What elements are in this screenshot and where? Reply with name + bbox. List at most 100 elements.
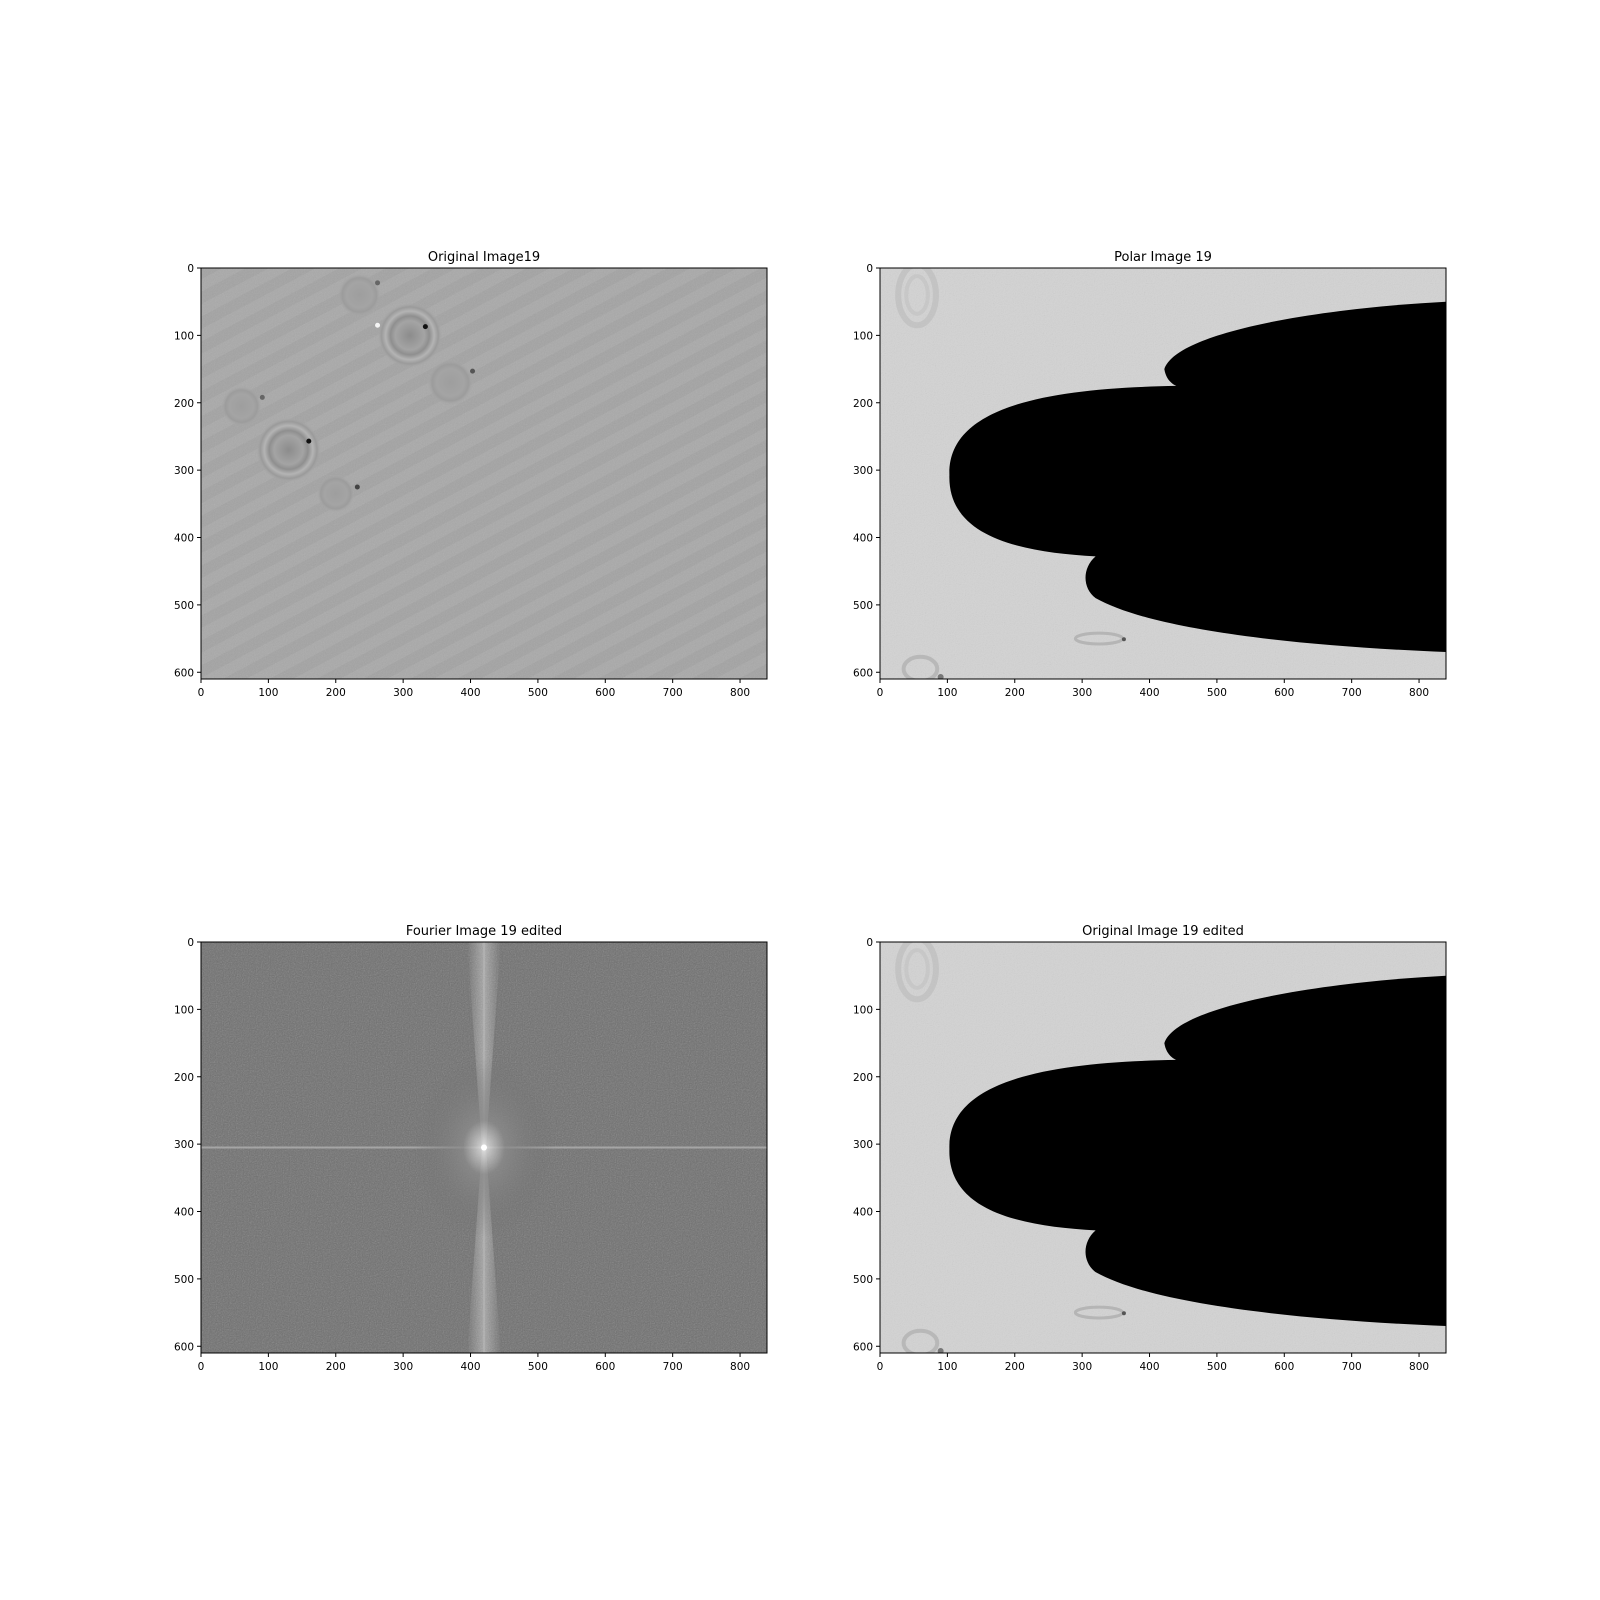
x-tick-label: 400 xyxy=(1140,687,1160,699)
panel-1: Original Image19 0 100 200 300 400 500 600 700 80… xyxy=(174,250,768,699)
particle-dot xyxy=(470,368,476,374)
x-tick-label: 100 xyxy=(258,687,278,699)
y-tick-label: 300 xyxy=(853,465,873,477)
x-tick-label: 0 xyxy=(198,687,205,699)
y-tick-label: 400 xyxy=(174,533,194,545)
x-tick-label: 700 xyxy=(1342,687,1362,699)
panel-title: Original Image19 xyxy=(428,250,540,265)
diffraction-ring xyxy=(256,417,321,483)
axes-frame xyxy=(879,267,1447,680)
y-tick-label: 400 xyxy=(853,533,873,545)
y-tick-label: 500 xyxy=(853,600,873,612)
y-tick-label: 600 xyxy=(174,667,194,679)
panel-2: Polar Image 19 0 100 200 300 400 500 600 700 800 0… xyxy=(853,250,1447,699)
y-tick-label: 200 xyxy=(853,1072,873,1084)
faint-ring xyxy=(904,274,930,316)
dc-peak xyxy=(481,1144,487,1151)
x-tick-label: 700 xyxy=(1342,1361,1362,1373)
x-tick-label: 300 xyxy=(1072,687,1092,699)
x-tick-label: 500 xyxy=(528,687,548,699)
particle-dot xyxy=(422,324,428,330)
y-tick-label: 300 xyxy=(853,1139,873,1151)
particle-dot xyxy=(1121,637,1126,642)
y-tick-label: 500 xyxy=(853,1274,873,1286)
x-tick-label: 600 xyxy=(1274,687,1294,699)
faint-ring xyxy=(895,942,939,1003)
y-tick-label: 500 xyxy=(174,600,194,612)
panel-image xyxy=(880,268,1446,679)
y-tick-label: 0 xyxy=(866,937,873,949)
x-tick-label: 0 xyxy=(877,1361,884,1373)
x-tick-label: 800 xyxy=(730,687,750,699)
diffraction-ring xyxy=(427,359,474,406)
x-tick-label: 800 xyxy=(730,1361,750,1373)
x-tick-label: 100 xyxy=(258,1361,278,1373)
x-tick-label: 200 xyxy=(326,687,346,699)
x-tick-label: 200 xyxy=(1005,1361,1025,1373)
y-tick-label: 200 xyxy=(174,398,194,410)
x-tick-label: 800 xyxy=(1409,1361,1429,1373)
particle-dot xyxy=(375,280,381,286)
panel-image xyxy=(201,268,767,679)
y-tick-label: 600 xyxy=(853,1341,873,1353)
x-tick-label: 700 xyxy=(663,687,683,699)
x-tick-label: 300 xyxy=(393,1361,413,1373)
axes-frame xyxy=(200,941,768,1354)
particle-dot xyxy=(354,484,360,490)
x-tick-label: 500 xyxy=(1207,1361,1227,1373)
x-tick-label: 600 xyxy=(1274,1361,1294,1373)
y-tick-label: 100 xyxy=(853,1004,873,1016)
panel-4: Original Image 19 edited 0 100 200 300 400 500… xyxy=(853,924,1447,1373)
y-tick-label: 100 xyxy=(853,330,873,342)
x-tick-label: 800 xyxy=(1409,687,1429,699)
y-tick-label: 100 xyxy=(174,330,194,342)
black-mask-region xyxy=(949,975,1446,1327)
faint-ring xyxy=(904,948,930,990)
particle-dot xyxy=(937,673,944,679)
panel-title: Original Image 19 edited xyxy=(1082,924,1244,939)
x-tick-label: 400 xyxy=(461,687,481,699)
y-tick-label: 400 xyxy=(174,1207,194,1219)
x-tick-label: 700 xyxy=(663,1361,683,1373)
y-tick-label: 200 xyxy=(174,1072,194,1084)
panel-title: Fourier Image 19 edited xyxy=(406,924,562,939)
x-tick-label: 400 xyxy=(461,1361,481,1373)
diffraction-ring xyxy=(377,303,443,368)
particle-dot xyxy=(937,1347,944,1353)
y-tick-label: 500 xyxy=(174,1274,194,1286)
x-tick-label: 600 xyxy=(595,1361,615,1373)
y-tick-label: 400 xyxy=(853,1207,873,1219)
particle-dot xyxy=(306,438,312,444)
diffraction-ring xyxy=(337,273,381,317)
particle-dot xyxy=(375,322,381,328)
y-tick-label: 100 xyxy=(174,1004,194,1016)
diffraction-ring xyxy=(316,474,355,513)
panel-title: Polar Image 19 xyxy=(1114,250,1212,265)
x-tick-label: 200 xyxy=(326,1361,346,1373)
black-mask-region xyxy=(949,301,1446,653)
x-tick-label: 500 xyxy=(1207,687,1227,699)
y-tick-label: 600 xyxy=(174,1341,194,1353)
y-tick-label: 300 xyxy=(174,1139,194,1151)
x-tick-label: 300 xyxy=(393,687,413,699)
x-tick-label: 500 xyxy=(528,1361,548,1373)
x-tick-label: 100 xyxy=(937,1361,957,1373)
x-tick-label: 300 xyxy=(1072,1361,1092,1373)
x-tick-label: 100 xyxy=(937,687,957,699)
panel-image xyxy=(880,942,1446,1353)
y-tick-label: 0 xyxy=(187,263,194,275)
x-tick-label: 400 xyxy=(1140,1361,1160,1373)
x-tick-label: 200 xyxy=(1005,687,1025,699)
x-tick-label: 0 xyxy=(198,1361,205,1373)
particle-dot xyxy=(1121,1311,1126,1316)
y-tick-label: 600 xyxy=(853,667,873,679)
faint-ring xyxy=(895,268,939,329)
y-tick-label: 0 xyxy=(866,263,873,275)
y-tick-label: 0 xyxy=(187,937,194,949)
y-tick-label: 300 xyxy=(174,465,194,477)
particle-dot xyxy=(259,394,265,400)
axes-frame xyxy=(200,267,768,680)
x-tick-label: 600 xyxy=(595,687,615,699)
diffraction-ring xyxy=(221,385,262,427)
